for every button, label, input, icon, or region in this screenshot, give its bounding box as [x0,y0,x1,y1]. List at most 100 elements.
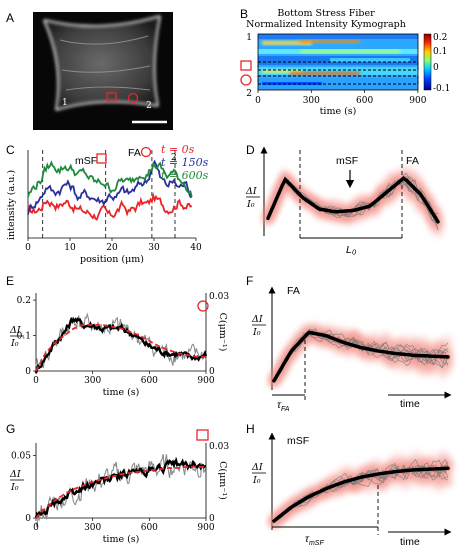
internal-fibers [59,35,151,91]
c-x-label: position (μm) [80,254,144,265]
legend-t600: t = 600s [161,169,209,182]
x-tick-label: 900 [197,523,214,533]
kymo-y-label-top: 1 [246,33,252,43]
kymo-msf-square-marker [240,60,252,71]
curvature-trace [35,312,207,369]
panel-g: G ΔI I₀ 0 300 600 90000.0500.03C(μm⁻¹)time … [6,422,229,545]
d-profile-plot [263,163,443,238]
colorbar-tick-label: 0.1 [433,47,447,57]
h-plot [269,447,453,529]
y2-tick-label: 0 [209,514,215,524]
panel-label-g: G [6,422,15,436]
fa-circle-marker [127,92,139,104]
y2-tick-label: 0.03 [209,292,229,302]
f-tau-label: τFA [277,399,290,413]
d-msf-label: mSF [336,155,358,167]
c-x-tick-label: 0 [25,243,31,253]
panel-c: C intensity (a.u.) 0 10 20 30 40 position (μ… [6,143,209,265]
f-time-label: time [400,398,420,410]
g-msf-square [196,429,209,441]
kymo-x-tick-label: 0 [255,96,261,106]
panel-e: E ΔI I₀ 0 300 600 90000.10.200.03C(μm⁻¹)tim… [6,274,229,398]
panel-h: H ΔI I₀ mSF τmSF time [246,422,453,548]
x-tick-label: 600 [141,376,158,386]
mean-curve [272,330,450,383]
d-y-den: I₀ [246,199,255,210]
x-tick-label: 0 [33,523,39,533]
h-y-num: ΔI [251,462,263,473]
kymo-x-tick-label: 300 [303,96,320,106]
f-y-den: I₀ [252,327,261,338]
mean-curve [266,176,440,224]
colorbar-tick-label: 0.2 [433,33,447,43]
f-fa-label: FA [287,285,300,297]
y2-label: C(μm⁻¹) [217,313,228,352]
c-fa-label: FA [128,147,141,159]
trace-line [273,458,449,520]
panel-label-a: A [6,11,14,25]
kymo-x-label: time (s) [320,106,357,117]
fit-curve [35,465,206,519]
y2-label: C(μm⁻¹) [217,461,228,500]
c-msf-square [96,153,107,164]
intensity-trace [34,316,208,374]
fit-curve [35,324,206,372]
g-y-num: ΔI [9,469,21,480]
kymograph-title-line1: Bottom Stress Fiber [277,8,375,19]
x-tick-label: 0 [33,376,39,386]
y-tick-label: 0 [25,367,31,377]
x-tick-label: 300 [84,523,101,533]
panel-label-b: B [240,7,248,21]
c-series-line [27,159,193,215]
colorbar [423,33,432,91]
y-tick-label: 0.2 [17,296,31,306]
h-msf-label: mSF [287,435,309,447]
e-y-num: ΔI [9,325,21,336]
c-msf-label: mSF [75,155,97,167]
h-time-label: time [400,536,420,548]
fiber-end-label-1: 1 [62,98,68,108]
intensity-trace [34,457,207,518]
y2-tick-label: 0 [209,367,215,377]
legend-t150: t = 150s [161,156,209,169]
kymo-fa-band [257,75,419,85]
panel-label-f: F [246,274,253,288]
panel-label-d: D [246,143,255,157]
c-x-tick-label: 20 [106,243,118,253]
mean-curve [272,466,450,523]
legend-t0: t = 0s [161,143,195,156]
panel-a: A 1 2 [6,11,173,130]
x-label: time (s) [103,534,140,545]
g-y-den: I₀ [10,482,19,493]
kymograph-title-line2: Normalized Intensity Kymograph [246,19,406,30]
d-y-num: ΔI [245,186,257,197]
colorbar-ticks: 0.2 0.1 0 -0.1 [433,33,450,94]
x-tick-label: 900 [197,376,214,386]
c-x-tick-label: 10 [64,243,76,253]
panel-b: B Bottom Stress Fiber Normalized Intensi… [240,7,450,117]
panel-label-c: C [6,143,15,157]
colorbar-tick-label: -0.1 [433,84,450,94]
d-length-label: L₀ [346,244,357,256]
colorbar-tick-label: 0 [433,63,439,73]
e-fa-circle [197,300,209,312]
y2-tick-label: 0.03 [209,442,229,452]
c-series-line [27,192,193,221]
c-y-label: intensity (a.u.) [6,170,17,240]
kymo-x-axis: 0 300 600 900 [255,90,427,106]
cell-edge-stress-fibers [43,15,161,111]
e-y-den: I₀ [10,338,19,349]
kymo-x-tick-label: 600 [356,96,373,106]
kymo-msf-band [257,61,419,71]
panel-label-e: E [6,274,14,288]
c-series-line [27,160,193,198]
kymo-y-label-bottom: 2 [246,89,252,99]
f-y-num: ΔI [251,314,263,325]
c-x-tick-label: 30 [148,243,160,253]
d-fa-label: FA [406,155,419,167]
c-x-tick-label: 40 [190,243,202,253]
x-label: time (s) [103,387,140,398]
panel-f: F ΔI I₀ FA τFA time [246,274,453,413]
